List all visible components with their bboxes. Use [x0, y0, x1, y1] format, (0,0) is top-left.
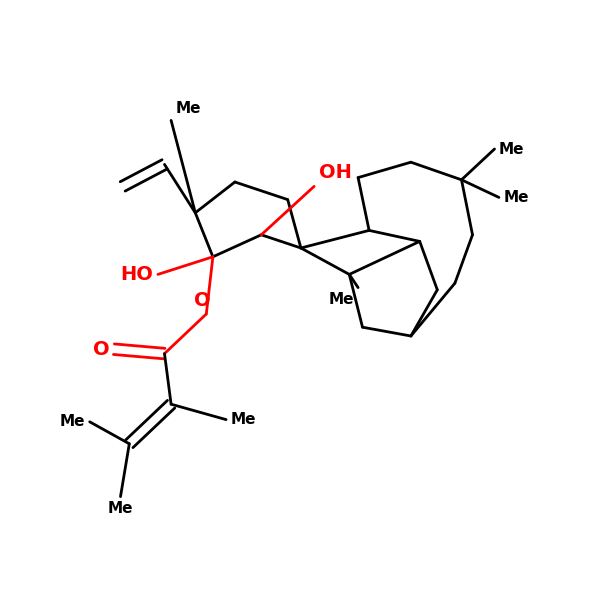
- Text: Me: Me: [499, 142, 524, 157]
- Text: Me: Me: [503, 190, 529, 205]
- Text: O: O: [93, 340, 110, 359]
- Text: O: O: [194, 290, 211, 310]
- Text: Me: Me: [328, 292, 354, 307]
- Text: OH: OH: [319, 163, 352, 182]
- Text: Me: Me: [230, 412, 256, 427]
- Text: HO: HO: [121, 265, 154, 284]
- Text: Me: Me: [108, 501, 133, 516]
- Text: Me: Me: [176, 101, 201, 116]
- Text: Me: Me: [60, 414, 85, 430]
